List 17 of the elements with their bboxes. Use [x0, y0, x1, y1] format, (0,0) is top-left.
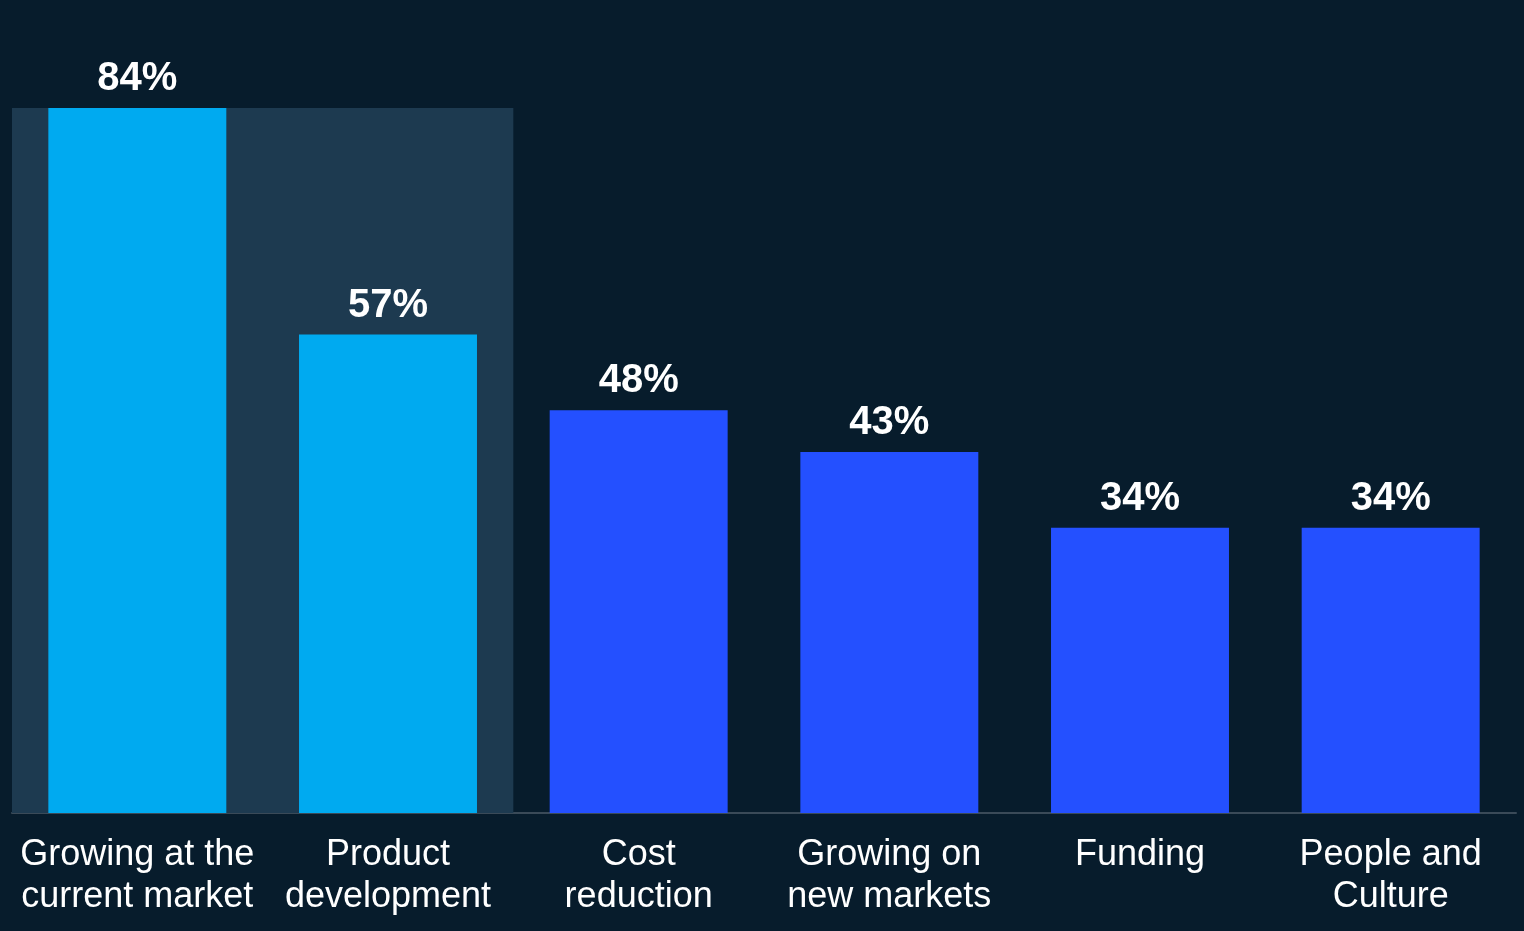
- x-tick-label: Product development: [284, 831, 492, 915]
- bar: [800, 452, 979, 813]
- data-label: 84%: [97, 54, 178, 98]
- data-label: 34%: [1099, 473, 1181, 518]
- x-tick-label: Cost reduction: [564, 831, 713, 915]
- data-label: 43%: [849, 398, 930, 443]
- x-tick-label: Growing at the current market: [20, 831, 255, 915]
- data-label: 57%: [347, 280, 429, 325]
- x-tick-label: Funding: [1074, 831, 1206, 873]
- bar: [299, 334, 477, 813]
- bar: [549, 410, 728, 813]
- data-label: 48%: [598, 356, 679, 401]
- bar: [1051, 527, 1229, 813]
- x-tick-label: People and Culture: [1299, 831, 1482, 915]
- x-tick-label: Growing on new markets: [787, 831, 992, 915]
- bar: [1301, 527, 1480, 813]
- data-label: 34%: [1350, 473, 1431, 518]
